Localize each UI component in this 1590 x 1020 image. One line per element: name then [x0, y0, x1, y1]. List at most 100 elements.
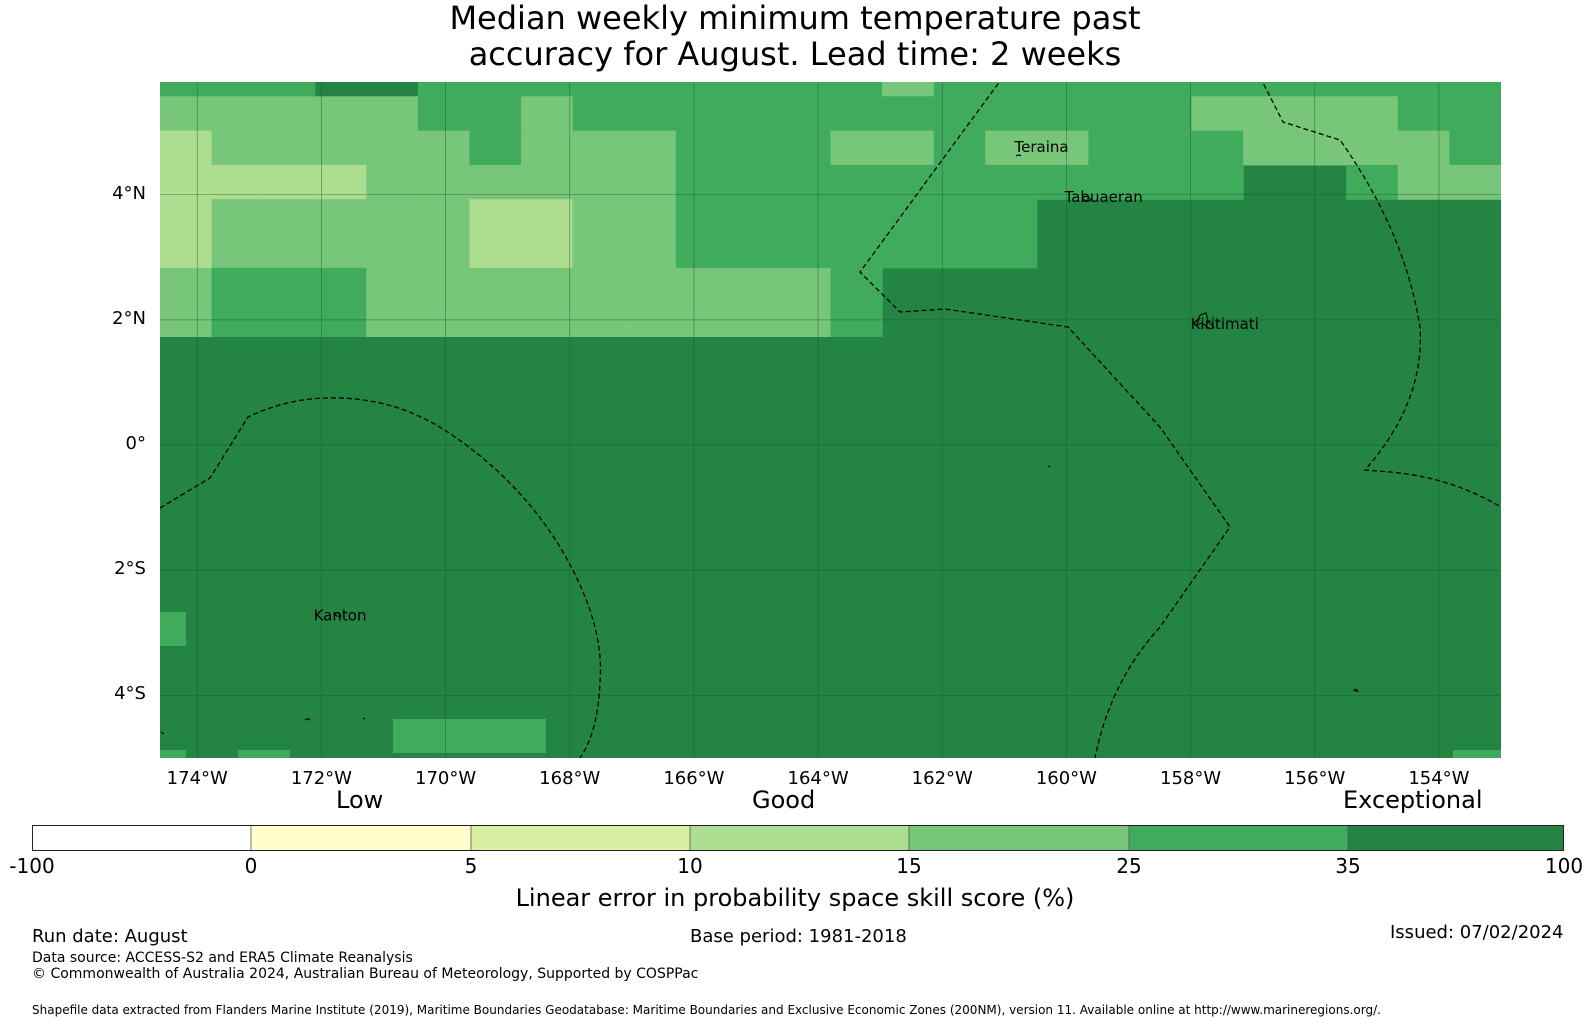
skill-cell — [624, 164, 677, 200]
skill-cell — [469, 164, 522, 200]
eez-boundaries — [160, 82, 1501, 758]
skill-cell — [727, 130, 780, 166]
skill-cell — [1449, 96, 1501, 132]
skill-cell — [624, 233, 677, 269]
skill-cell — [263, 96, 316, 132]
skill-cell — [985, 164, 1038, 200]
skill-cell — [160, 82, 213, 97]
colorbar-tick-label: -100 — [9, 854, 55, 878]
longitude-tick-label: 174°W — [166, 768, 228, 789]
skill-cell — [985, 233, 1038, 269]
skill-cell — [314, 199, 367, 235]
skill-cell — [1140, 164, 1193, 200]
skill-cell — [1397, 82, 1450, 97]
skill-cell — [572, 199, 625, 235]
skill-cell — [366, 164, 419, 200]
skill-cell — [727, 96, 780, 132]
longitude-tick-label: 168°W — [539, 768, 601, 789]
skill-cell — [211, 199, 264, 235]
skill-cell — [160, 233, 213, 269]
skill-cell — [727, 267, 780, 303]
longitude-tick-label: 166°W — [663, 768, 725, 789]
colorbar-segment — [690, 825, 909, 851]
skill-cell — [366, 96, 419, 132]
longitude-tick-label: 156°W — [1284, 768, 1346, 789]
colorbar-tick-label: 10 — [677, 854, 703, 878]
skill-cell — [675, 164, 728, 200]
colorbar-tick-label: 25 — [1116, 854, 1142, 878]
skill-cell — [830, 82, 883, 97]
skill-cell — [1243, 96, 1296, 132]
skill-cell — [1191, 96, 1244, 132]
skill-cell — [830, 233, 883, 269]
colorbar-tick-label: 5 — [464, 854, 478, 878]
skill-cell — [314, 96, 367, 132]
island-small-2 — [362, 717, 366, 720]
map-panel[interactable]: Teraina Tabuaeran Kiritimati Kanton — [160, 82, 1501, 758]
skill-cell — [727, 233, 780, 269]
skill-cell — [1088, 164, 1141, 200]
skill-cell — [393, 719, 546, 753]
skill-cell — [1140, 130, 1193, 166]
data-source: Data source: ACCESS-S2 and ERA5 Climate … — [32, 950, 413, 966]
shapefile-credit: Shapefile data extracted from Flanders M… — [32, 1003, 1381, 1017]
island-small-5 — [1047, 465, 1051, 468]
skill-cell — [985, 96, 1038, 132]
skill-cell — [469, 96, 522, 132]
longitude-tick-label: 160°W — [1035, 768, 1097, 789]
skill-cell — [469, 199, 522, 235]
skill-cell — [572, 164, 625, 200]
skill-cell — [417, 164, 471, 200]
skill-cell — [778, 82, 832, 97]
skill-cell — [366, 130, 419, 166]
skill-cell — [1191, 82, 1244, 97]
skill-cell — [238, 750, 290, 758]
island-tabuaeran — [1081, 195, 1092, 202]
skill-cell — [211, 96, 264, 132]
skill-cell — [160, 164, 213, 200]
skill-cell — [1453, 750, 1501, 758]
legend-exceptional-label: Exceptional — [1343, 786, 1483, 814]
skill-cell — [417, 82, 471, 97]
skill-cell — [933, 96, 986, 132]
skill-cell — [521, 267, 574, 303]
island-small-4 — [160, 731, 165, 735]
colorbar-segment — [1348, 825, 1564, 851]
skill-cell — [1294, 130, 1347, 166]
skill-cell — [366, 199, 419, 235]
colorbar-tick-label: 35 — [1335, 854, 1361, 878]
latitude-tick-label: 4°N — [112, 182, 146, 204]
skill-cell — [778, 267, 832, 303]
skill-cell — [160, 267, 213, 303]
colorbar — [32, 825, 1564, 851]
island-small-1 — [304, 718, 311, 721]
skill-cell — [160, 199, 213, 235]
skill-cell — [624, 199, 677, 235]
longitude-tick-label: 158°W — [1160, 768, 1222, 789]
skill-cell — [778, 130, 832, 166]
skill-cell — [675, 96, 728, 132]
skill-cell — [211, 82, 264, 97]
colorbar-tick-label: 100 — [1544, 854, 1584, 878]
skill-cell — [521, 130, 574, 166]
longitude-tick-label: 170°W — [415, 768, 477, 789]
legend-good-label: Good — [752, 786, 816, 814]
longitude-tick-label: 154°W — [1408, 768, 1470, 789]
skill-cell — [1088, 96, 1141, 132]
colorbar-segment — [32, 825, 251, 851]
eez-boundary-kanton — [160, 397, 602, 758]
skill-cell — [882, 233, 935, 269]
skill-cell — [263, 164, 316, 200]
skill-cell — [933, 82, 986, 97]
skill-cell — [211, 233, 264, 269]
skill-cell — [314, 130, 367, 166]
skill-cell — [985, 130, 1038, 166]
skill-cell — [1191, 164, 1244, 200]
skill-cell — [417, 96, 471, 132]
island-teraina — [1015, 154, 1022, 157]
island-outlines — [160, 154, 1359, 735]
skill-cell — [572, 130, 625, 166]
base-period: Base period: 1981-2018 — [690, 926, 907, 947]
skill-cell — [417, 130, 471, 166]
place-label: Teraina — [1014, 138, 1069, 156]
